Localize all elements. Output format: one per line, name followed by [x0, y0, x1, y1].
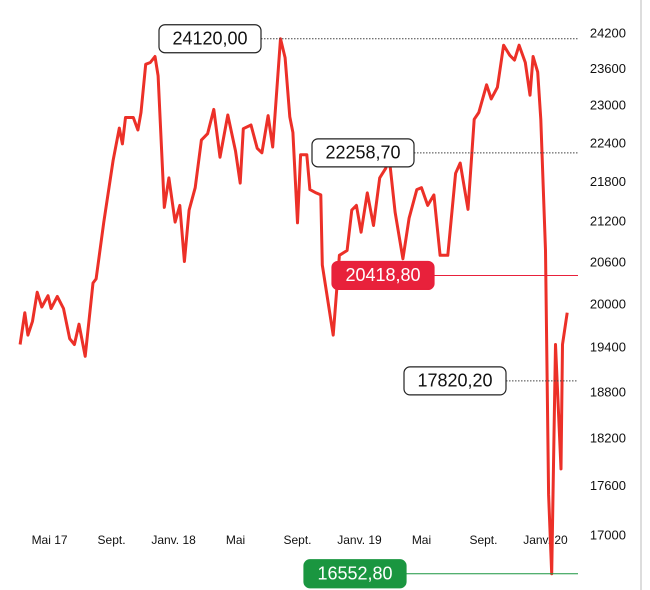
annotation-box	[311, 138, 415, 168]
y-tick-label: 20600	[590, 254, 626, 269]
annotation-label: 22258,70	[325, 143, 400, 163]
annotation-label: 17820,20	[417, 371, 492, 391]
price-line	[18, 37, 569, 576]
x-tick-label: Sept.	[98, 533, 126, 547]
annotation-box	[403, 366, 507, 396]
x-tick-label: Sept.	[284, 533, 312, 547]
x-tick-label: Mai 17	[32, 533, 68, 547]
x-tick-label: Mai	[412, 533, 431, 547]
annotation-box	[158, 24, 262, 54]
x-tick-label: Sept.	[469, 533, 497, 547]
x-tick-label: Janv. 19	[337, 533, 382, 547]
x-tick-label: Mai	[226, 533, 245, 547]
y-tick-label: 17600	[590, 478, 626, 493]
annotation-box	[303, 559, 407, 589]
y-tick-label: 23000	[590, 98, 626, 113]
y-tick-label: 21800	[590, 174, 626, 189]
y-tick-label: 18200	[590, 430, 626, 445]
annotation-box	[331, 260, 435, 291]
y-tick-label: 22400	[590, 135, 626, 150]
y-tick-label: 17000	[590, 527, 626, 542]
annotation-label: 16552,80	[317, 563, 392, 583]
annotation-label: 20418,80	[345, 265, 420, 285]
y-tick-label: 23600	[590, 61, 626, 76]
y-tick-label: 21200	[590, 214, 626, 229]
x-tick-label: Janv. 18	[151, 533, 196, 547]
annotation-label: 24120,00	[172, 28, 247, 48]
x-tick-label: Janv. 20	[523, 533, 568, 547]
y-tick-label: 19400	[590, 340, 626, 355]
y-tick-label: 24200	[590, 25, 626, 40]
y-tick-label: 20000	[590, 296, 626, 311]
y-tick-label: 18800	[590, 384, 626, 399]
